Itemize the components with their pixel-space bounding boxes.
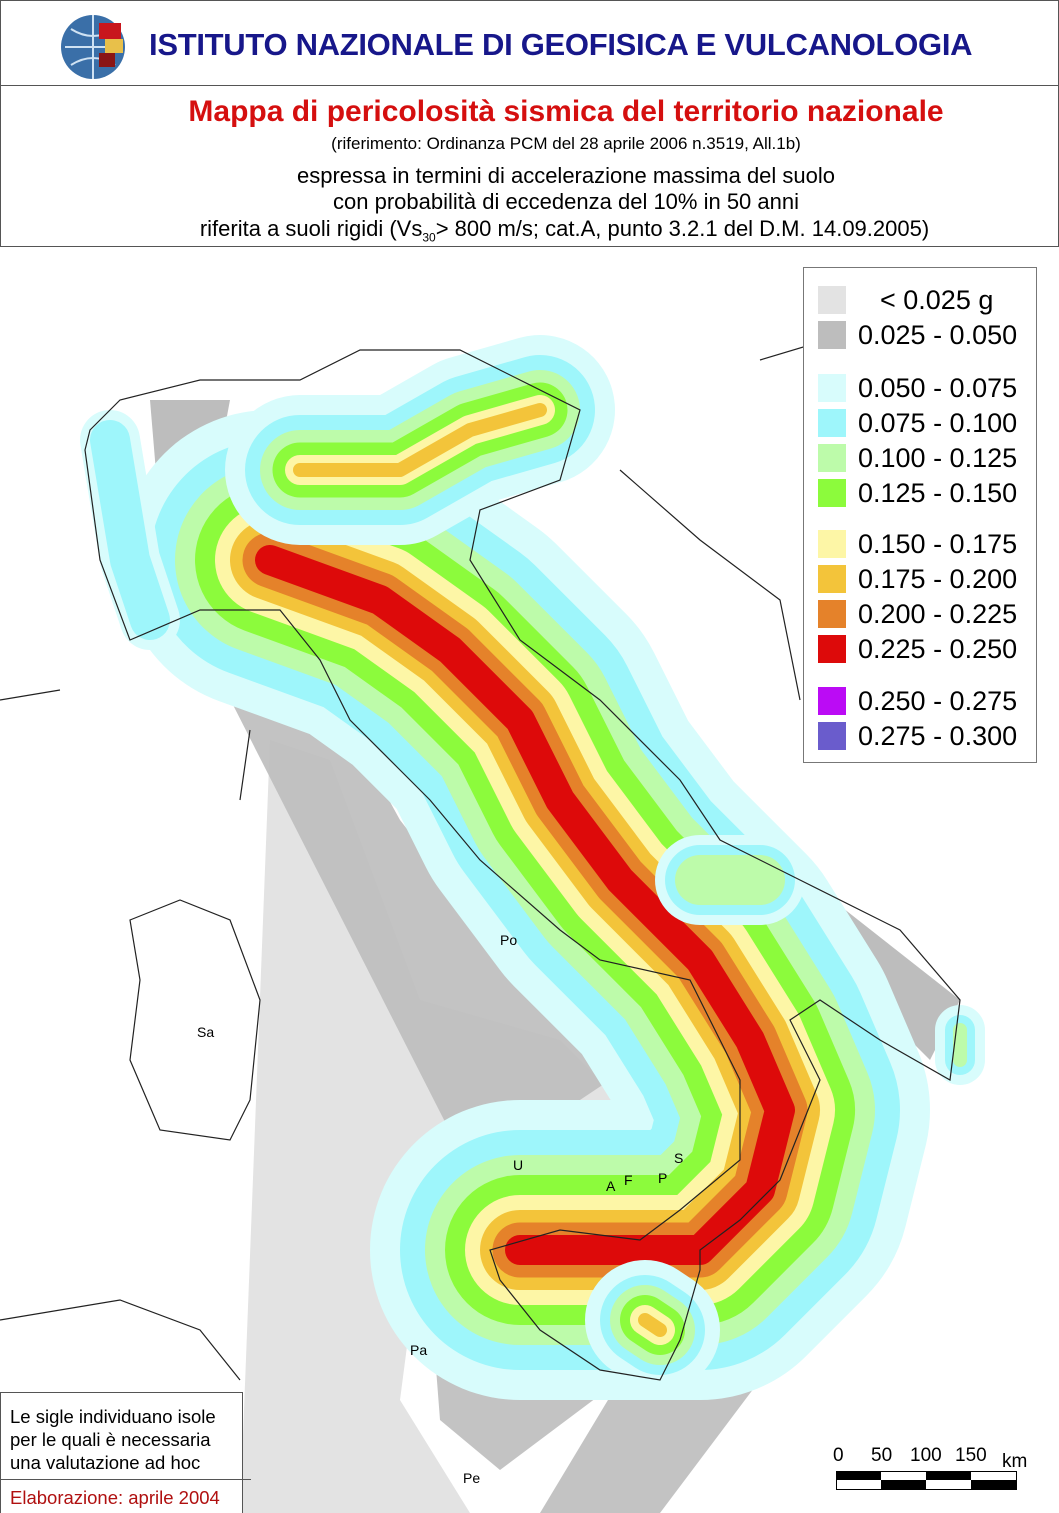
scale-label: 0 [833,1445,844,1466]
legend-item: < 0.025 g [818,285,993,315]
legend-swatch [818,286,846,314]
description-line-2: con probabilità di eccedenza del 10% in … [333,189,799,214]
island-label: P [658,1170,667,1186]
scale-label: 100 [910,1445,942,1466]
scale-label: 50 [871,1445,893,1466]
hazard-map: Po Sa U S A F P Pa Pe [0,329,1001,1513]
map-title-block: Mappa di pericolosità sismica del territ… [0,85,1059,247]
legend-swatch [818,565,846,593]
legend-item: 0.075 - 0.100 [818,408,1017,438]
legend-label: 0.125 - 0.150 [858,477,1018,508]
legend-item: 0.275 - 0.300 [818,721,1017,751]
legend-swatch [818,530,846,558]
reference-text: (riferimento: Ordinanza PCM del 28 april… [331,134,801,153]
note-box: Le sigle individuano isole per le quali è… [0,1392,251,1513]
legend-item: 0.250 - 0.275 [818,686,1017,716]
legend-label: 0.025 - 0.050 [858,319,1018,350]
island-labels: Po Sa U S A F P Pa Pe [197,932,683,1486]
institute-name: ISTITUTO NAZIONALE DI GEOFISICA E VULCAN… [149,27,973,62]
description-line-3: riferita a suoli rigidi (Vs30> 800 m/s; … [199,216,930,245]
legend-label: 0.275 - 0.300 [858,720,1018,751]
island-label: U [513,1157,523,1173]
scale-unit: km [1002,1451,1028,1472]
legend-label: 0.225 - 0.250 [858,633,1018,664]
legend-swatch [818,409,846,437]
note-text: Le sigle individuano isole per le quali è… [10,1406,216,1473]
legend-swatch [818,479,846,507]
island-label: Pe [463,1470,480,1486]
legend-swatch [818,321,846,349]
legend-label: 0.100 - 0.125 [858,442,1018,473]
legend-swatch [818,687,846,715]
hazard-band [90,420,170,640]
legend-label: 0.200 - 0.225 [858,598,1018,629]
hazard-band [638,1313,667,1337]
island-label: S [674,1150,683,1166]
ingv-logo [61,15,125,79]
elaboration-date: Elaborazione: aprile 2004 [1,1479,251,1509]
legend-item: 0.025 - 0.050 [818,320,1017,350]
map-title: Mappa di pericolosità sismica del territ… [188,95,944,128]
hazard-band [293,403,547,477]
island-label: Pa [410,1342,427,1358]
scale-label: 150 [955,1445,987,1466]
legend-swatch [818,635,846,663]
legend-swatch [818,722,846,750]
legend-item: 0.050 - 0.075 [818,373,1017,403]
legend-label: 0.075 - 0.100 [858,407,1018,438]
header: ISTITUTO NAZIONALE DI GEOFISICA E VULCAN… [0,0,1059,86]
legend-swatch [818,444,846,472]
legend-item: 0.125 - 0.150 [818,478,1017,508]
legend-item: 0.225 - 0.250 [818,634,1017,664]
scale-graphic [836,1471,1017,1490]
legend-swatch [818,600,846,628]
island-label: Po [500,932,517,948]
legend-swatch [818,374,846,402]
legend-label: 0.175 - 0.200 [858,563,1018,594]
description-line-1: espressa in termini di accelerazione mas… [296,163,836,188]
legend-item: 0.100 - 0.125 [818,443,1017,473]
legend: < 0.025 g 0.025 - 0.050 0.050 - 0.075 0.075… [803,267,1037,763]
island-label: Sa [197,1024,214,1040]
legend-item: 0.175 - 0.200 [818,564,1017,594]
legend-label: < 0.025 g [880,284,994,315]
legend-label: 0.250 - 0.275 [858,685,1018,716]
legend-label: 0.050 - 0.075 [858,372,1018,403]
legend-item: 0.200 - 0.225 [818,599,1017,629]
island-label: A [606,1178,616,1194]
island-label: F [624,1172,633,1188]
legend-label: 0.150 - 0.175 [858,528,1018,559]
legend-item: 0.150 - 0.175 [818,529,1017,559]
